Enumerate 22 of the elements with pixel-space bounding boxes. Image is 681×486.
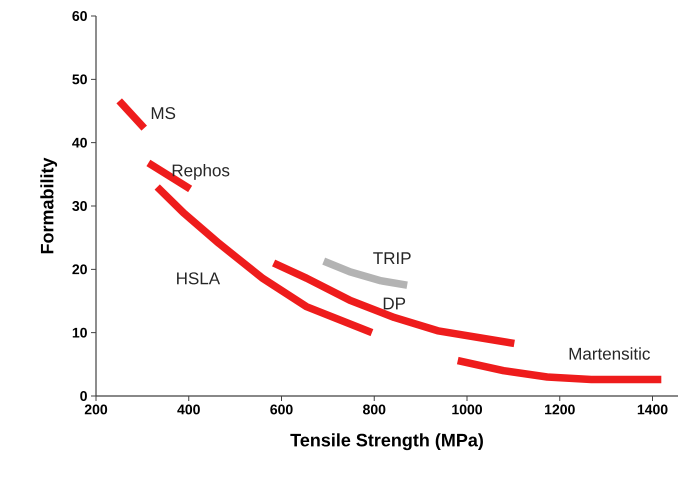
x-axis-title: Tensile Strength (MPa) <box>290 433 483 450</box>
x-tick-label: 1400 <box>638 404 668 414</box>
x-tick-label: 200 <box>84 404 108 414</box>
y-tick-label: 60 <box>72 11 87 21</box>
y-tick-label: 20 <box>72 264 87 274</box>
x-tick-label: 1200 <box>545 404 575 414</box>
series-label: HSLA <box>177 272 220 284</box>
y-tick-label: 0 <box>80 391 87 401</box>
x-tick-label: 1000 <box>452 404 482 414</box>
series-label: Martensitic <box>570 347 650 360</box>
x-tick-label: 400 <box>177 404 200 414</box>
y-tick-label: 40 <box>72 138 87 148</box>
series-label: TRIP <box>373 252 411 264</box>
x-tick-label: 800 <box>363 404 386 414</box>
x-tick-label: 600 <box>270 404 293 414</box>
y-tick-label: 10 <box>72 328 87 338</box>
y-tick-label: 30 <box>72 201 87 211</box>
series-label: Rephos <box>172 164 230 180</box>
series-label: DP <box>384 298 406 310</box>
y-axis-title: Formability <box>40 158 58 254</box>
y-tick-label: 50 <box>72 74 87 84</box>
series-label: MS <box>152 107 176 120</box>
